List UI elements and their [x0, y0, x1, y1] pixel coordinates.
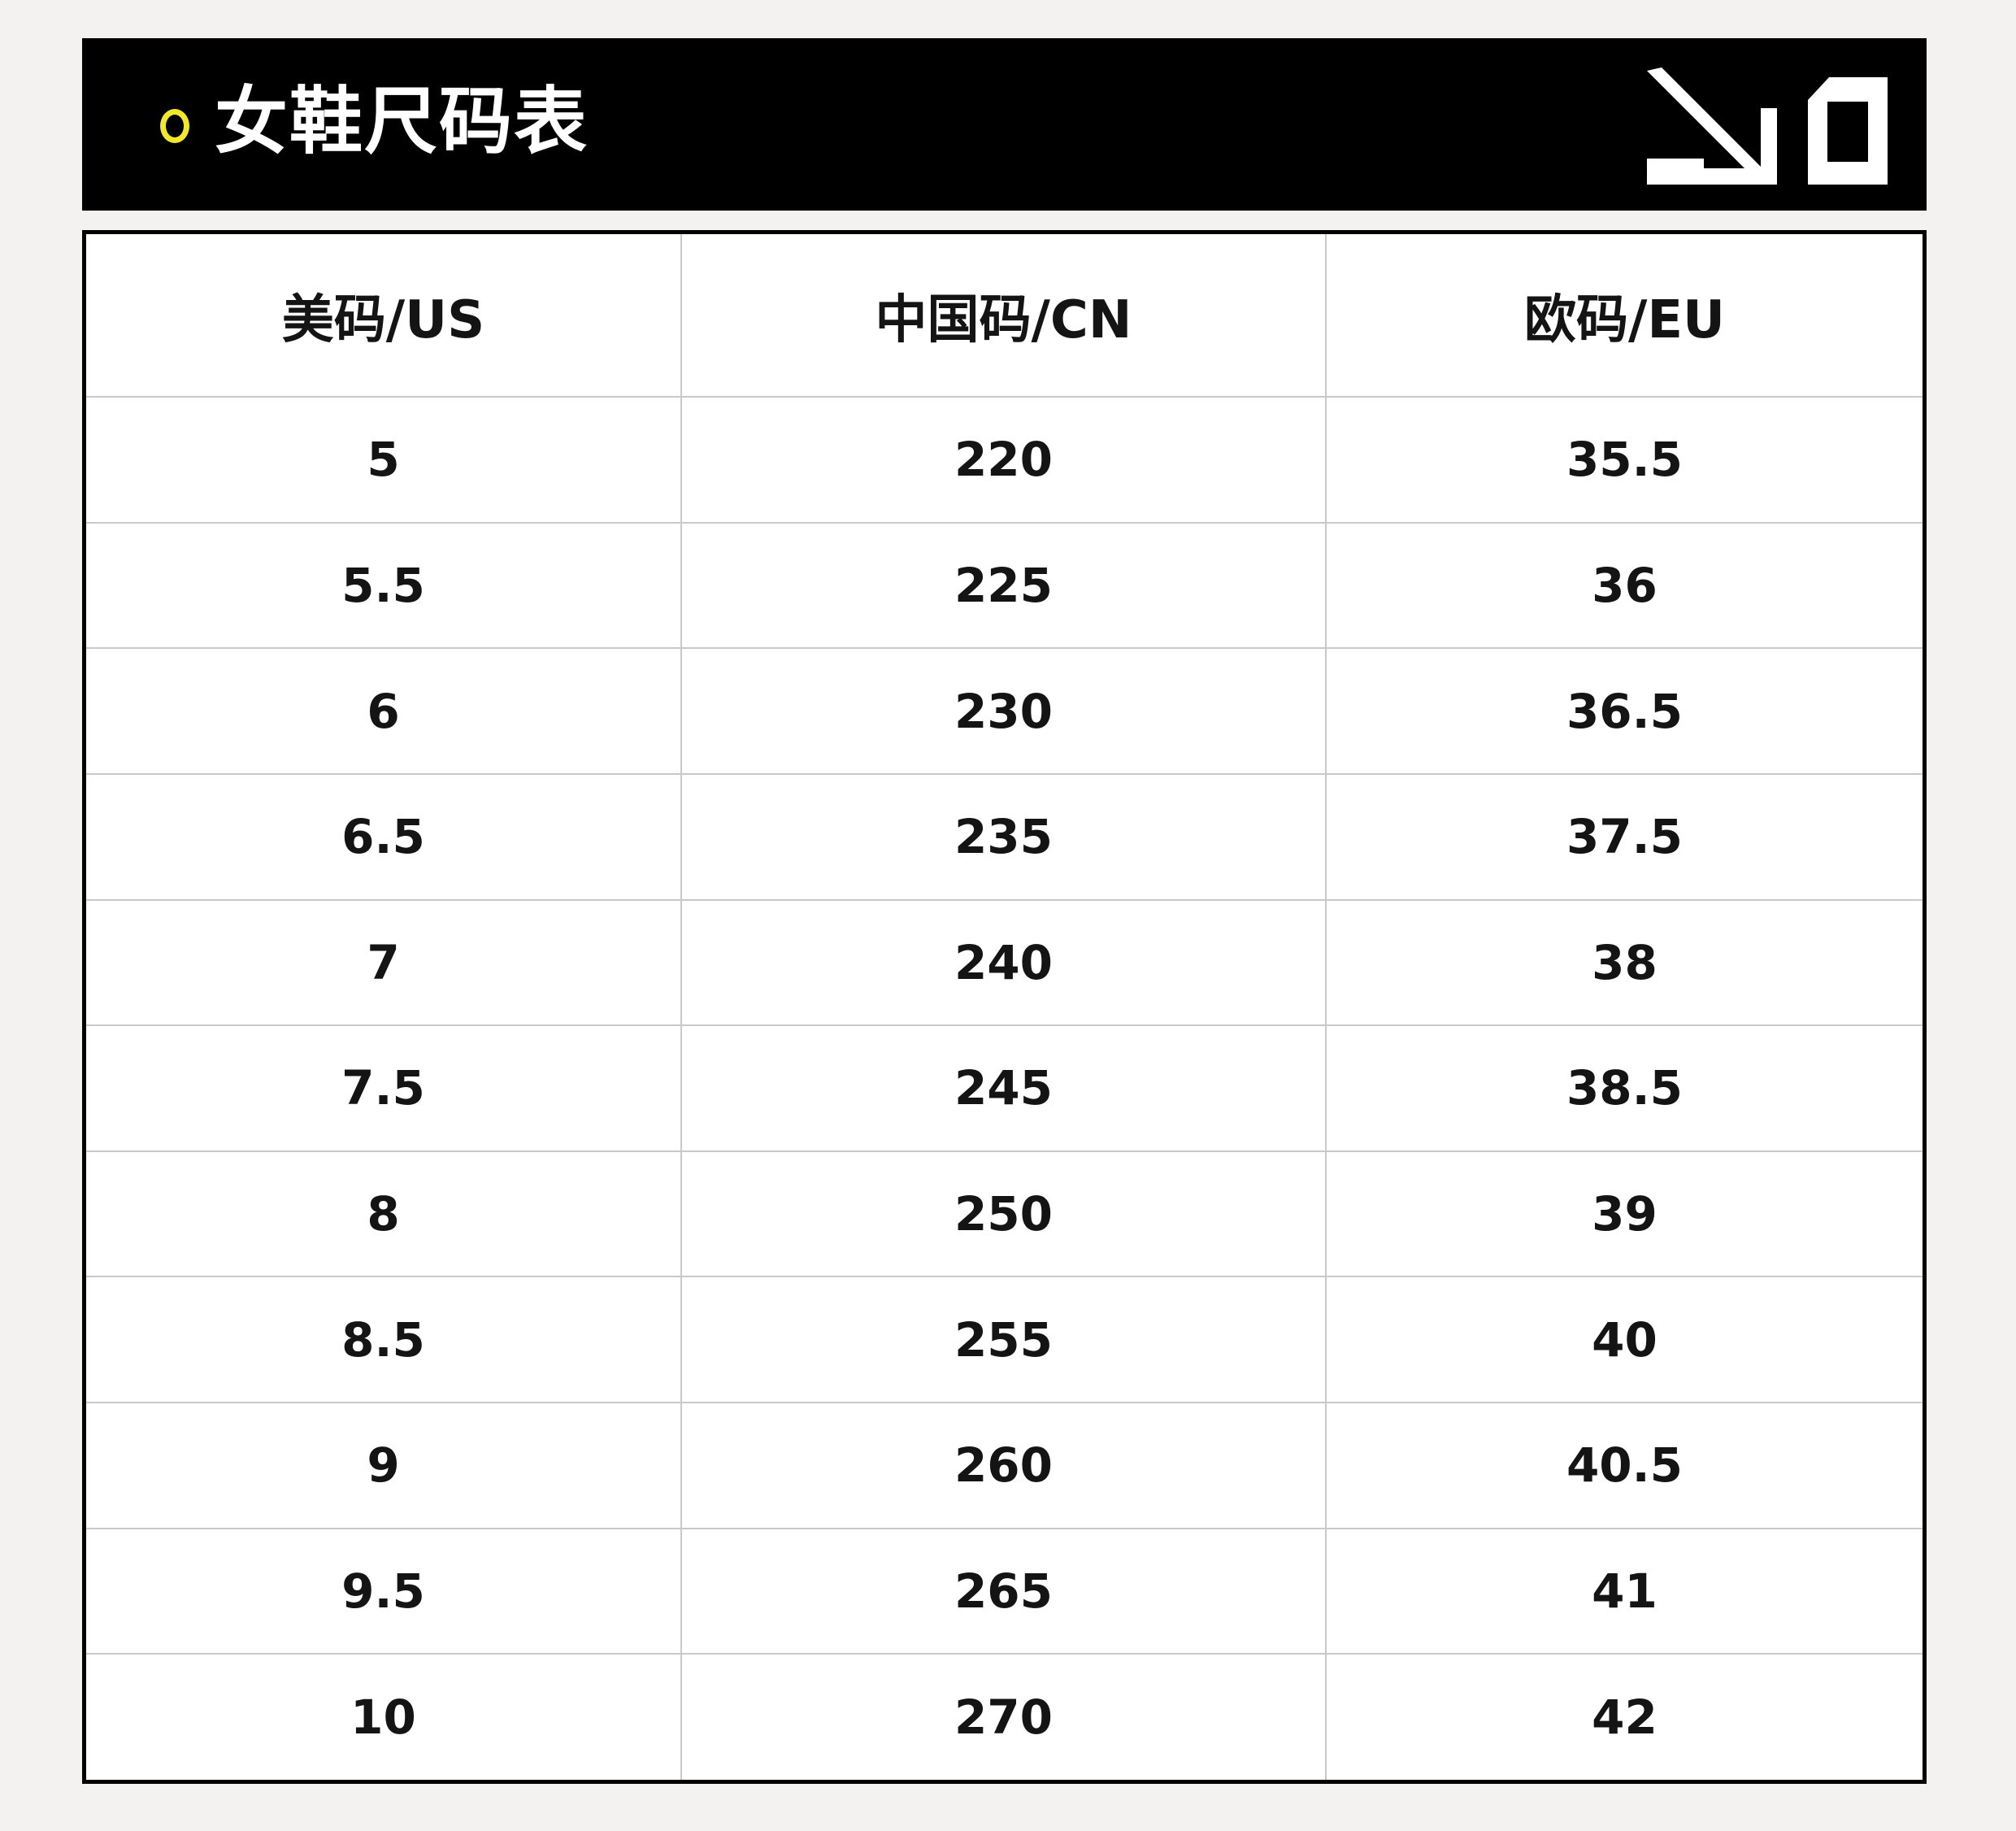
table-row: 7.5 245 38.5 [86, 1024, 1923, 1152]
cell-cn: 255 [680, 1276, 1327, 1403]
header-banner: 女鞋尺码表 [82, 38, 1927, 211]
cell-eu: 42 [1325, 1653, 1923, 1780]
cell-us: 6 [86, 647, 682, 775]
cell-eu: 35.5 [1325, 396, 1923, 524]
size-table: 美码/US 中国码/CN 欧码/EU 5 220 35.5 5.5 225 36… [82, 230, 1927, 1784]
table-row: 5.5 225 36 [86, 521, 1923, 650]
cell-cn: 235 [680, 772, 1327, 901]
cell-us: 10 [86, 1653, 682, 1780]
table-row: 9 260 40.5 [86, 1402, 1923, 1529]
cell-cn: 245 [680, 1024, 1327, 1152]
cell-eu: 40 [1325, 1276, 1923, 1403]
table-row: 7 240 38 [86, 898, 1923, 1027]
column-header-cn: 中国码/CN [680, 234, 1327, 398]
cell-us: 7.5 [86, 1024, 682, 1152]
column-header-us: 美码/US [86, 234, 682, 398]
cell-us: 6.5 [86, 772, 682, 901]
cell-cn: 250 [680, 1150, 1327, 1278]
cell-eu: 41 [1325, 1527, 1923, 1655]
cell-eu: 39 [1325, 1150, 1923, 1278]
cell-eu: 37.5 [1325, 772, 1923, 901]
table-row: 10 270 42 [86, 1653, 1923, 1780]
table-row: 8.5 255 40 [86, 1276, 1923, 1403]
table-row: 8 250 39 [86, 1150, 1923, 1278]
page-title: 女鞋尺码表 [215, 79, 589, 164]
cell-cn: 220 [680, 396, 1327, 524]
cell-cn: 240 [680, 898, 1327, 1027]
cell-eu: 38 [1325, 898, 1923, 1027]
cell-cn: 225 [680, 521, 1327, 650]
cell-eu: 38.5 [1325, 1024, 1923, 1152]
cell-cn: 260 [680, 1402, 1327, 1529]
cell-cn: 265 [680, 1527, 1327, 1655]
table-row: 6 230 36.5 [86, 647, 1923, 775]
table-row: 6.5 235 37.5 [86, 772, 1923, 901]
cell-cn: 270 [680, 1653, 1327, 1780]
cell-us: 8 [86, 1150, 682, 1278]
table-row: 5 220 35.5 [86, 396, 1923, 524]
cell-cn: 230 [680, 647, 1327, 775]
cell-us: 9.5 [86, 1527, 682, 1655]
table-row: 9.5 265 41 [86, 1527, 1923, 1655]
cell-us: 8.5 [86, 1276, 682, 1403]
table-header-row: 美码/US 中国码/CN 欧码/EU [86, 234, 1923, 398]
cell-eu: 36 [1325, 521, 1923, 650]
column-header-eu: 欧码/EU [1325, 234, 1923, 398]
cell-us: 5.5 [86, 521, 682, 650]
cell-eu: 40.5 [1325, 1402, 1923, 1529]
brand-logo-icon [1647, 67, 1888, 185]
cell-us: 9 [86, 1402, 682, 1529]
cell-eu: 36.5 [1325, 647, 1923, 775]
cell-us: 5 [86, 396, 682, 524]
circle-outline-icon [160, 109, 189, 143]
cell-us: 7 [86, 898, 682, 1027]
